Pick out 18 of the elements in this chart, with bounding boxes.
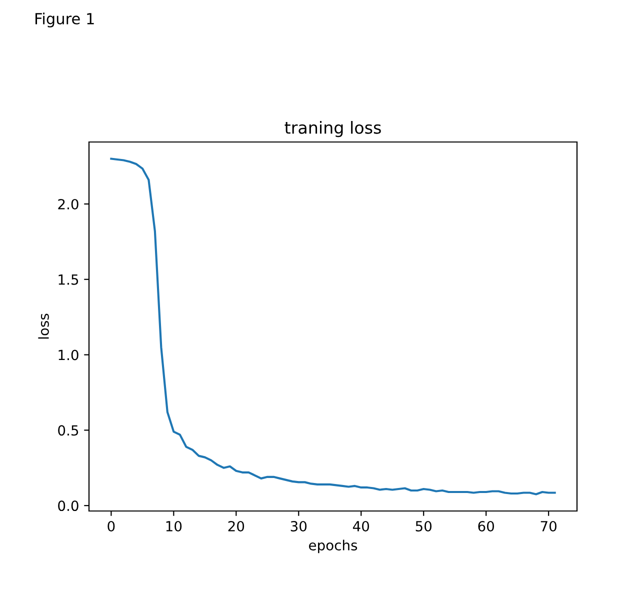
line-series <box>110 158 556 496</box>
x-tick-label: 20 <box>228 520 244 532</box>
x-tick-label: 70 <box>540 520 556 532</box>
x-tick-label: 50 <box>416 520 432 532</box>
x-tick-label: 30 <box>290 520 307 532</box>
x-axis-title: epochs <box>309 540 358 554</box>
x-tick-label: 10 <box>166 520 182 532</box>
caption: Figure 1 <box>36 12 94 28</box>
y-tick-label: 2.0 <box>58 198 78 210</box>
y-tick-label: 1.5 <box>58 274 78 285</box>
x-tick-label: 0 <box>108 520 115 532</box>
chart-title: traning loss <box>284 121 381 138</box>
x-tick-label: 40 <box>352 520 370 532</box>
y-tick-label: 1.0 <box>58 350 78 360</box>
y-tick-label: 0.5 <box>58 425 78 436</box>
y-axis-title: loss <box>38 314 49 339</box>
y-tick-label: 0.0 <box>58 500 78 512</box>
x-tick-label: 60 <box>478 520 494 532</box>
